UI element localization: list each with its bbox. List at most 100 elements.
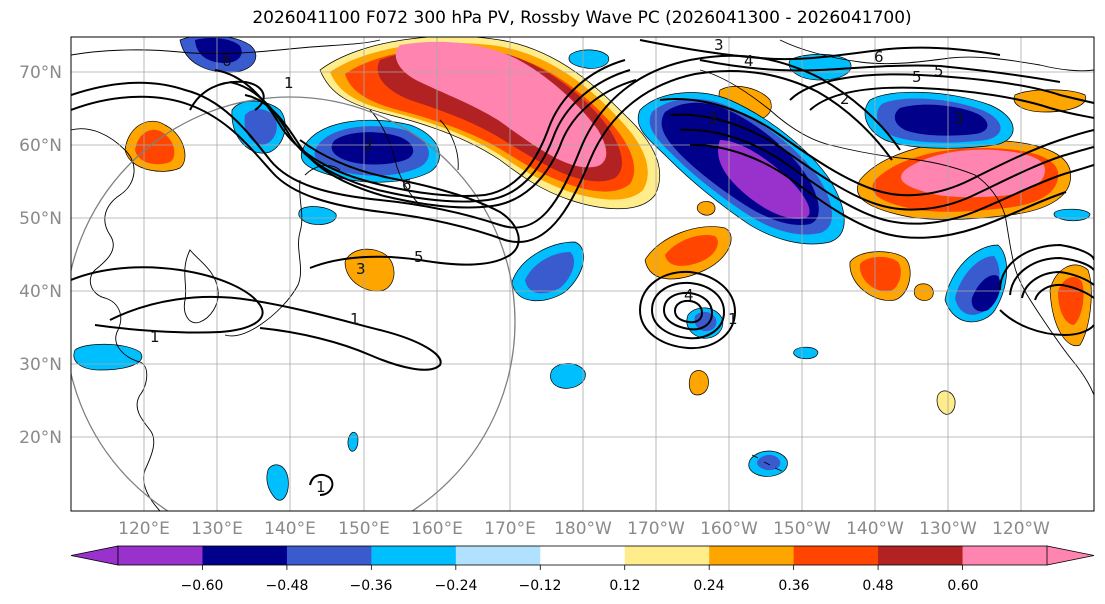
region-circle	[71, 96, 516, 511]
colorbar-segment	[962, 546, 1048, 565]
lat-label: 20°N	[19, 428, 62, 448]
colorbar-segment	[371, 546, 457, 565]
contour-wave-3	[214, 59, 626, 197]
contour-east-low-3	[1021, 270, 1094, 299]
pv-positive-small-mid	[696, 201, 716, 216]
pv-positive-central-blob-core	[665, 234, 718, 266]
colorbar-tick-label: 0.48	[862, 578, 893, 594]
contour-label: 3	[954, 110, 964, 128]
pv-negative-main-band-core	[718, 140, 810, 219]
negative-pv-anomalies	[73, 37, 1091, 501]
contour-west-ring	[189, 80, 265, 111]
colorbar-labels: −0.60 −0.48 −0.36 −0.24 −0.12 0.12 0.24 …	[181, 578, 979, 594]
colorbar-ticks	[202, 565, 963, 570]
contour-north-top-2	[699, 59, 1061, 83]
map-title: 2026041100 F072 300 hPa PV, Rossby Wave …	[252, 8, 912, 28]
pv-negative-west-core	[244, 109, 277, 145]
contour-arctic-ring-2	[809, 86, 1094, 119]
colorbar-frame	[117, 545, 1048, 566]
lon-label: 140°E	[264, 519, 316, 539]
contour-label: 5	[414, 248, 424, 266]
pv-negative-tiny-3	[298, 206, 337, 225]
lon-label: 160°W	[700, 519, 758, 539]
pv-negative-tiny-5	[568, 49, 610, 69]
contour-cutoff-4	[673, 299, 704, 324]
hawaii-islands	[751, 454, 783, 472]
gridlines	[71, 37, 1094, 511]
lon-label: 150°E	[338, 519, 390, 539]
contour-cutoff-3	[662, 291, 714, 331]
coastline-sakhalin-kamchatka	[369, 109, 459, 206]
contour-label: 5	[934, 62, 944, 80]
contour-label: 4	[684, 286, 694, 304]
lon-label: 130°W	[919, 519, 977, 539]
colorbar-tick-label: −0.24	[435, 578, 478, 594]
lon-label: 170°E	[484, 519, 536, 539]
contour-label: 4	[744, 52, 754, 70]
contour-label: 1	[728, 310, 738, 328]
lon-label: 140°W	[846, 519, 904, 539]
contour-east-low-1	[999, 243, 1094, 291]
colorbar-tick-label: −0.36	[350, 578, 393, 594]
lon-label: 160°E	[411, 519, 463, 539]
coastline-siberia	[71, 39, 381, 56]
map-content: 6 1 2 6 5 3 1 3 4 5 3 6 5 2 3 1 4 1 1	[71, 36, 1094, 511]
pv-negative-okhotsk-core	[331, 132, 414, 165]
colorbar-segments	[118, 546, 1048, 565]
contour-label: 2	[840, 90, 850, 108]
colorbar-segment	[202, 546, 288, 565]
contour-arctic-ring-1	[789, 73, 1094, 104]
contour-small-south	[309, 473, 334, 496]
contour-wave-2	[71, 69, 893, 243]
pv-negative-south-mid	[550, 363, 586, 389]
contour-southern	[109, 295, 442, 371]
contour-east-low-2	[1009, 256, 1094, 296]
pv-positive-west-blob-core	[135, 129, 175, 165]
contour-closed-high-west	[71, 266, 264, 334]
contour-alaska-1	[659, 98, 1094, 197]
pv-contours	[71, 39, 1094, 496]
latitude-labels: 70°N 60°N 50°N 40°N 30°N 20°N	[19, 63, 62, 448]
coastline-alaska	[699, 69, 1006, 216]
colorbar-segment	[540, 546, 626, 565]
pv-negative-arctic-core	[195, 38, 242, 63]
colorbar-segment	[624, 546, 710, 565]
contour-label: 6	[402, 176, 412, 194]
contour-cutoff-1	[638, 270, 737, 350]
colorbar: −0.60 −0.48 −0.36 −0.24 −0.12 0.12 0.24 …	[70, 545, 1095, 594]
contour-label: 5	[912, 68, 922, 86]
colorbar-tick-label: −0.48	[266, 578, 309, 594]
lon-label: 120°W	[992, 519, 1050, 539]
coastline-korea	[183, 249, 219, 324]
colorbar-segment	[286, 546, 372, 565]
colorbar-segment	[878, 546, 964, 565]
contour-wave-1	[71, 54, 901, 229]
contour-label: 3	[714, 36, 724, 54]
colorbar-segment	[709, 546, 795, 565]
contour-label: 6	[222, 52, 232, 70]
contour-cutoff-2	[650, 281, 726, 340]
pv-positive-far-east	[1013, 89, 1087, 113]
positive-pv-anomalies	[124, 37, 1092, 415]
contour-label: 2	[364, 136, 374, 154]
lat-label: 30°N	[19, 355, 62, 375]
lon-label: 130°E	[191, 519, 243, 539]
lat-label: 50°N	[19, 209, 62, 229]
contour-wave-5	[244, 79, 637, 209]
colorbar-tick-label: 0.60	[947, 578, 978, 594]
contour-trough	[299, 139, 520, 269]
lon-label: 170°W	[627, 519, 685, 539]
map-frame	[70, 36, 1095, 512]
pv-negative-central-blob-core	[525, 252, 575, 294]
contour-north-top-1	[639, 39, 1001, 61]
colorbar-tick-label: −0.12	[519, 578, 562, 594]
lat-label: 40°N	[19, 282, 62, 302]
pv-positive-hawaii-north-core	[859, 256, 901, 292]
contour-east-low-5	[999, 309, 1094, 337]
colorbar-segment	[793, 546, 879, 565]
pv-negative-hawaii-core	[757, 454, 781, 471]
contour-label: 1	[150, 328, 160, 346]
lon-label: 120°E	[118, 519, 170, 539]
pv-negative-south-west	[266, 464, 289, 501]
